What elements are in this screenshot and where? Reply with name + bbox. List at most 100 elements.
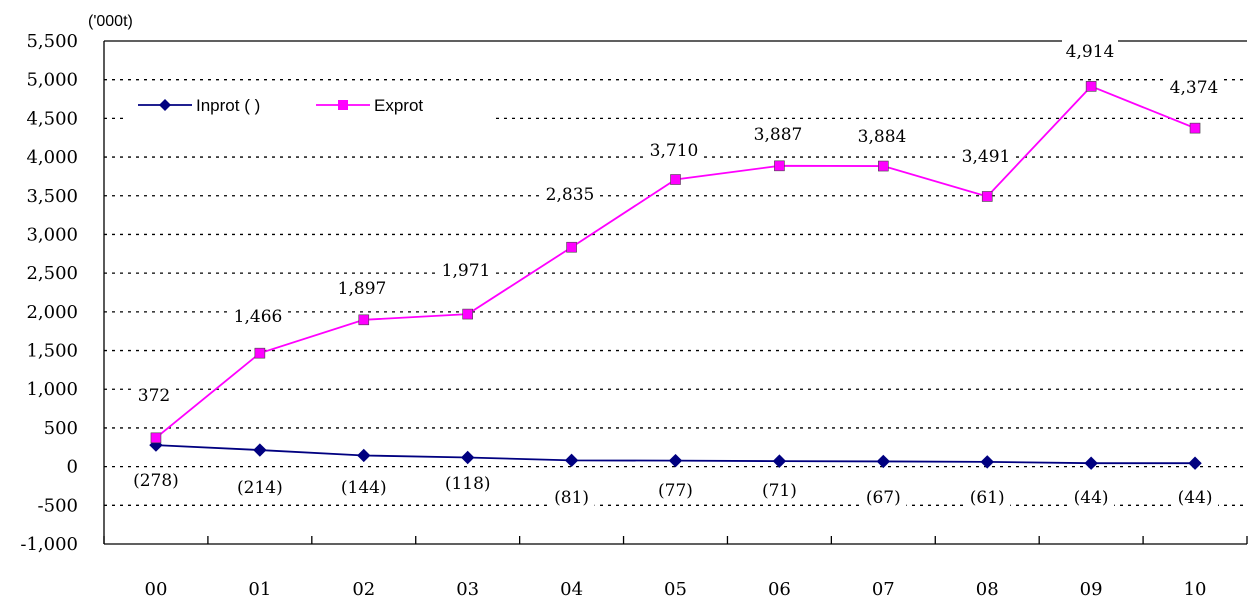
data-label-background — [1166, 76, 1222, 98]
y-tick-label: 2,500 — [26, 263, 78, 284]
x-tick-label: 03 — [456, 579, 479, 599]
data-label-background — [652, 479, 699, 501]
tick-labels: -1,000-50005001,0001,5002,0002,5003,0003… — [20, 31, 1206, 599]
x-tick-label: 02 — [352, 579, 375, 599]
data-label-background — [439, 472, 496, 494]
data-point-marker — [670, 174, 681, 185]
data-label: 1,971 — [442, 261, 491, 281]
data-label-background — [958, 145, 1014, 167]
legend-label: Exprot — [374, 96, 423, 115]
data-label: (67) — [866, 488, 901, 508]
data-label: 3,710 — [650, 141, 699, 161]
data-point-marker — [253, 443, 267, 457]
data-labels: (278) (214) (144) (118) (81) (77) (71) (67) (61)… — [127, 40, 1222, 508]
data-label-background — [756, 479, 803, 501]
data-label: (278) — [133, 471, 179, 491]
series-group — [149, 81, 1202, 470]
legend-marker — [159, 99, 171, 111]
data-label-background — [542, 183, 598, 205]
data-label-background — [548, 486, 595, 508]
data-label-background — [860, 486, 907, 508]
data-point-marker — [1189, 122, 1201, 134]
data-label: (81) — [554, 488, 589, 508]
y-tick-label: 3,000 — [26, 224, 78, 245]
data-point-marker — [564, 453, 579, 468]
data-point-marker — [254, 347, 266, 359]
data-point-marker — [358, 314, 370, 326]
data-point-marker — [772, 454, 787, 468]
legend-marker — [338, 100, 348, 110]
y-axis-unit-label: ('000t) — [88, 13, 133, 30]
data-label-background — [231, 476, 288, 498]
data-label: 3,887 — [754, 125, 803, 145]
data-label: 4,914 — [1066, 42, 1115, 62]
y-tick-label: 4,000 — [26, 147, 78, 168]
data-label: (61) — [970, 488, 1005, 508]
data-label: 1,466 — [234, 307, 283, 327]
legend-label: Inprot ( ) — [196, 96, 260, 115]
data-label-background — [750, 123, 806, 145]
legend: Inprot ( ) Exprot — [126, 88, 494, 122]
y-tick-label: -500 — [38, 495, 78, 516]
data-point-marker — [566, 241, 577, 253]
x-tick-label: 08 — [976, 579, 999, 599]
data-label-background — [136, 384, 172, 406]
data-label-background — [964, 486, 1011, 508]
data-label-background — [1062, 40, 1118, 62]
data-point-marker — [357, 448, 371, 463]
data-label-background — [1068, 486, 1115, 508]
gridlines — [104, 40, 1247, 506]
y-tick-label: 1,500 — [26, 341, 78, 362]
data-label-background — [334, 277, 390, 299]
data-point-marker — [876, 454, 891, 469]
data-label: 1,897 — [338, 279, 387, 299]
y-tick-label: 1,000 — [26, 379, 78, 400]
data-point-marker — [980, 455, 994, 469]
data-label-background — [854, 125, 910, 147]
x-tick-label: 10 — [1184, 579, 1207, 599]
data-label: (71) — [762, 481, 797, 501]
data-point-marker — [150, 432, 162, 444]
data-point-marker — [981, 191, 993, 202]
x-tick-label: 06 — [768, 579, 791, 599]
data-label-background — [335, 476, 392, 498]
y-tick-label: 5,000 — [26, 70, 78, 91]
data-point-marker — [462, 308, 473, 320]
data-label: 3,491 — [962, 147, 1011, 167]
y-tick-label: 2,000 — [26, 302, 78, 323]
y-tick-label: 4,500 — [26, 108, 78, 129]
y-tick-label: 3,500 — [26, 186, 78, 207]
data-label-background — [438, 259, 494, 281]
data-label: 372 — [138, 386, 170, 406]
data-point-marker — [460, 450, 475, 465]
data-point-marker — [774, 160, 785, 172]
y-tick-label: 5,500 — [26, 31, 78, 52]
x-tick-label: 09 — [1080, 579, 1103, 599]
data-label: (118) — [445, 474, 491, 494]
data-point-marker — [668, 453, 683, 468]
data-point-marker — [1085, 81, 1097, 92]
data-label-background — [127, 469, 184, 491]
data-label: (44) — [1178, 488, 1213, 508]
x-tick-label: 05 — [664, 579, 687, 599]
data-label-background — [230, 305, 286, 327]
data-point-marker — [1188, 456, 1202, 470]
x-tick-label: 07 — [872, 579, 895, 599]
data-label: 3,884 — [858, 127, 907, 147]
data-label: (214) — [237, 478, 283, 498]
data-label: 2,835 — [546, 185, 595, 205]
data-point-marker — [878, 160, 889, 172]
y-tick-label: 500 — [44, 418, 78, 439]
x-tick-label: 00 — [145, 579, 168, 599]
data-label: 4,374 — [1170, 78, 1219, 98]
data-label-background — [646, 139, 702, 161]
x-tick-label: 01 — [248, 579, 271, 599]
data-label: (144) — [341, 478, 387, 498]
axes — [103, 41, 1248, 545]
x-tick-label: 04 — [560, 579, 583, 599]
data-label-background — [1172, 486, 1219, 508]
data-label: (77) — [658, 481, 693, 501]
y-tick-label: -1,000 — [20, 534, 78, 555]
y-tick-label: 0 — [67, 457, 78, 478]
